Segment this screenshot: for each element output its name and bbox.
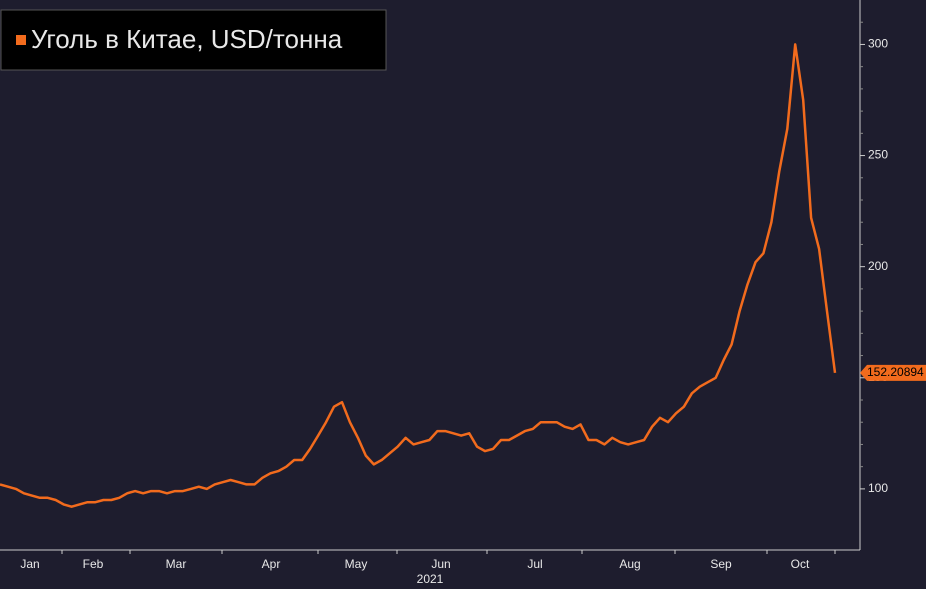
x-tick-label: Mar bbox=[166, 557, 187, 571]
y-tick-label: 100 bbox=[868, 481, 888, 495]
y-tick-label: 250 bbox=[868, 148, 888, 162]
price-line bbox=[0, 43, 837, 508]
y-tick-label: 200 bbox=[868, 259, 888, 273]
legend-swatch bbox=[16, 35, 26, 45]
y-tick-label: 300 bbox=[868, 37, 888, 51]
x-year-label: 2021 bbox=[417, 572, 444, 586]
legend-label: Уголь в Китае, USD/тонна bbox=[31, 24, 343, 54]
x-tick-label: Sep bbox=[710, 557, 732, 571]
legend-box bbox=[0, 9, 387, 71]
x-tick-label: Apr bbox=[262, 557, 281, 571]
x-tick-label: May bbox=[345, 557, 368, 571]
x-tick-label: Feb bbox=[83, 557, 104, 571]
last-value-tag bbox=[860, 364, 926, 381]
x-tick-label: Oct bbox=[791, 557, 810, 571]
last-value-label: 152.20894 bbox=[867, 365, 924, 379]
x-tick-label: Jul bbox=[527, 557, 542, 571]
x-tick-label: Aug bbox=[619, 557, 640, 571]
x-tick-label: Jun bbox=[431, 557, 450, 571]
legend: Уголь в Китае, USD/тонна bbox=[0, 9, 387, 71]
x-tick-label: Jan bbox=[20, 557, 39, 571]
